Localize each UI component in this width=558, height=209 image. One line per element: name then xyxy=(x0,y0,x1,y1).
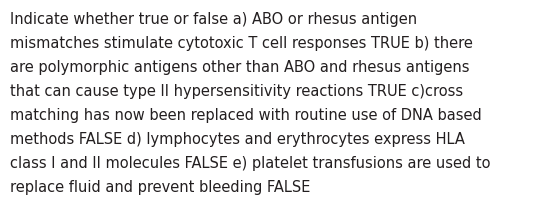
Text: Indicate whether true or false a) ABO or rhesus antigen: Indicate whether true or false a) ABO or… xyxy=(10,12,417,27)
Text: are polymorphic antigens other than ABO and rhesus antigens: are polymorphic antigens other than ABO … xyxy=(10,60,469,75)
Text: class I and II molecules FALSE e) platelet transfusions are used to: class I and II molecules FALSE e) platel… xyxy=(10,156,490,171)
Text: that can cause type II hypersensitivity reactions TRUE c)cross: that can cause type II hypersensitivity … xyxy=(10,84,463,99)
Text: replace fluid and prevent bleeding FALSE: replace fluid and prevent bleeding FALSE xyxy=(10,180,310,195)
Text: mismatches stimulate cytotoxic T cell responses TRUE b) there: mismatches stimulate cytotoxic T cell re… xyxy=(10,36,473,51)
Text: methods FALSE d) lymphocytes and erythrocytes express HLA: methods FALSE d) lymphocytes and erythro… xyxy=(10,132,465,147)
Text: matching has now been replaced with routine use of DNA based: matching has now been replaced with rout… xyxy=(10,108,482,123)
